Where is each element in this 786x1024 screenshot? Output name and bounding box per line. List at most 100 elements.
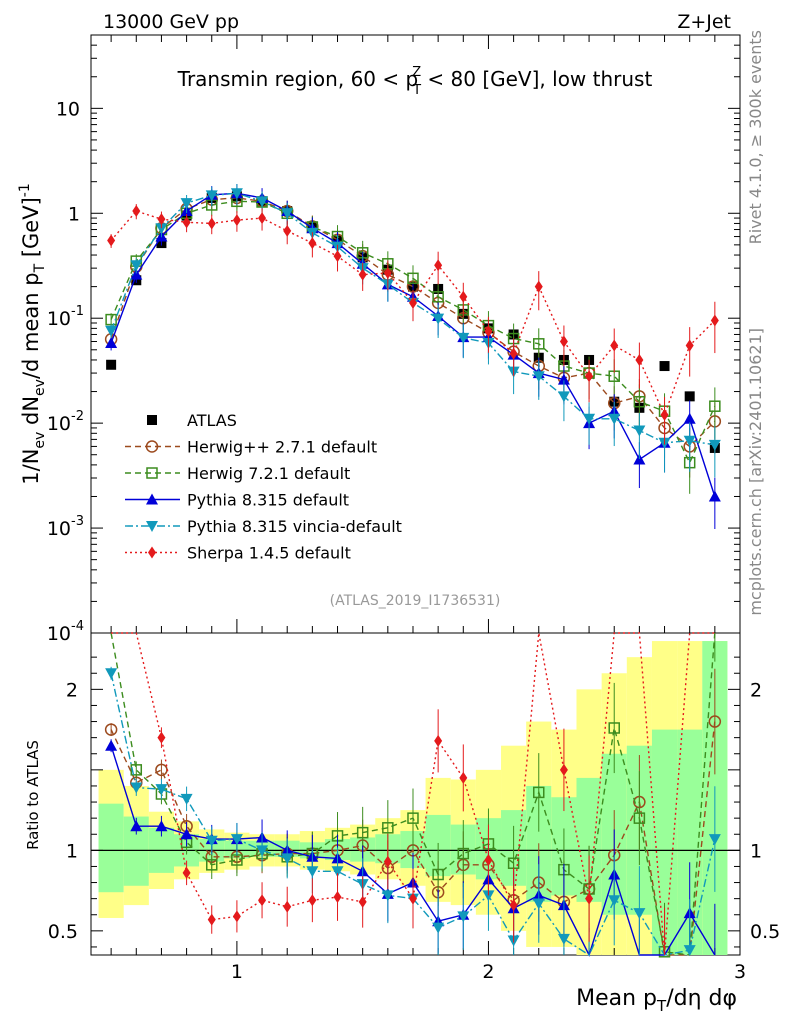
legend-label-herwigpp: Herwig++ 2.7.1 default [187, 438, 377, 457]
y-tick-label: 1 [68, 203, 80, 225]
ratio-point-sherpa [157, 731, 166, 744]
ratio-tick-label-right: 0.5 [750, 921, 780, 943]
data-point-herwig7 [709, 400, 721, 412]
ratio-point-vincia [130, 782, 143, 794]
ratio-point-vincia [331, 866, 344, 878]
data-point-vincia [557, 391, 570, 403]
data-point-sherpa [333, 250, 342, 263]
analysis-id: (ATLAS_2019_I1736531) [330, 593, 501, 609]
ratio-point-vincia [482, 890, 495, 902]
title-tail: < 80 [GeV], low thrust [421, 67, 652, 91]
data-point-vincia [583, 413, 596, 425]
data-point-sherpa [207, 217, 216, 230]
legend-label-vincia: Pythia 8.315 vincia-default [187, 517, 402, 536]
ratio-point-sherpa [434, 734, 443, 747]
y-tick-exponent: -2 [71, 409, 84, 424]
title-sup: Z [412, 65, 421, 80]
legend-marker-pythia [146, 493, 158, 505]
data-point-sherpa [408, 296, 417, 309]
ratio-point-herwig7 [432, 868, 444, 881]
data-point-vincia [683, 435, 696, 447]
data-point-pythia [708, 490, 721, 502]
data-point-herwig7 [432, 291, 444, 303]
ratio-panel-frame [90, 632, 741, 956]
data-point-vincia [155, 223, 168, 235]
data-point-herwig7 [533, 338, 545, 350]
legend-label-sherpa: Sherpa 1.4.5 default [187, 544, 351, 563]
ratio-point-herwig7 [356, 826, 369, 839]
data-point-pythia [105, 337, 118, 349]
ratio-point-sherpa [283, 900, 292, 913]
ratio-point-herwig7 [407, 812, 419, 824]
data-point-sherpa [710, 314, 719, 327]
y-tick-label: 10-2 [47, 409, 84, 435]
data-point-sherpa [559, 335, 568, 348]
ratio-point-vincia [557, 933, 570, 945]
ratio-point-vincia [633, 908, 646, 920]
ratio-point-herwig7 [457, 847, 470, 860]
data-point-vincia [180, 198, 193, 210]
legend-marker-atlas [147, 415, 157, 425]
energy-label: 13000 GeV pp [103, 11, 239, 33]
legend-label-herwig7: Herwig 7.2.1 default [187, 464, 350, 483]
ratio-point-herwig7 [533, 786, 545, 799]
ratio-point-herwig7 [130, 764, 143, 776]
ratio-point-sherpa [333, 891, 342, 904]
data-point-pythia [557, 373, 570, 385]
ratio-line-sherpa [111, 632, 715, 956]
data-point-vincia [230, 188, 243, 200]
data-point-sherpa [107, 234, 116, 247]
data-point-pythia [130, 268, 143, 280]
data-point-vincia [532, 371, 545, 383]
ratio-point-sherpa [358, 895, 367, 908]
ratio-point-pythia [155, 820, 168, 832]
data-point-sherpa [308, 237, 317, 250]
chart-title: Transmin region, 60 < pZ T < 80 [GeV], lo… [177, 65, 653, 98]
mcplots-label: mcplots.cern.ch [arXiv:2401.10621] [746, 328, 765, 616]
ratio-point-vincia [532, 898, 545, 910]
y-tick-label: 10 [56, 98, 80, 120]
data-point-sherpa [610, 339, 619, 352]
data-point-sherpa [585, 370, 594, 383]
ratio-point-vincia [281, 853, 294, 865]
ratio-point-sherpa [308, 894, 317, 907]
data-point-vincia [633, 425, 646, 437]
ratio-point-sherpa [182, 866, 191, 879]
data-point-sherpa [509, 347, 518, 360]
data-point-sherpa [258, 212, 267, 225]
ratio-point-pythia [105, 739, 118, 751]
y-tick-exponent: -1 [71, 304, 84, 319]
data-point-sherpa [132, 205, 141, 218]
legend-label-pythia: Pythia 8.315 default [187, 491, 349, 510]
y-tick-exponent: -4 [71, 619, 84, 634]
data-point-sherpa [434, 259, 443, 272]
ratio-point-vincia [306, 866, 319, 878]
ratio-point-sherpa [459, 771, 468, 784]
data-point-pythia [683, 412, 696, 424]
ratio-point-sherpa [585, 892, 594, 905]
ratio-point-sherpa [207, 913, 216, 926]
title-sub: T [412, 83, 421, 98]
ratio-point-sherpa [484, 854, 493, 867]
data-point-sherpa [484, 325, 493, 338]
ratio-point-pythia [180, 828, 193, 840]
data-point-vincia [457, 332, 470, 344]
series-layer [104, 184, 722, 958]
data-point-vincia [608, 413, 621, 425]
ratio-point-sherpa [258, 894, 267, 907]
rivet-label: Rivet 4.1.0, ≥ 300k events [746, 30, 765, 244]
data-point-atlas [659, 361, 670, 372]
legend-marker-vincia [146, 521, 158, 532]
data-point-sherpa [157, 213, 166, 226]
x-tick-label: 1 [231, 961, 243, 983]
x-tick-label: 3 [734, 961, 746, 983]
ratio-point-sherpa [383, 855, 392, 868]
ratio-point-herwig7 [382, 822, 394, 834]
ratio-point-vincia [608, 895, 621, 907]
ratio-tick-label: 1 [66, 840, 78, 862]
y-tick-exponent: -3 [71, 514, 84, 529]
legend: ATLAS Herwig++ 2.7.1 default Herwig 7.2.1 … [125, 411, 402, 563]
data-point-sherpa [635, 353, 644, 366]
ratio-tick-label-right: 1 [750, 840, 762, 862]
